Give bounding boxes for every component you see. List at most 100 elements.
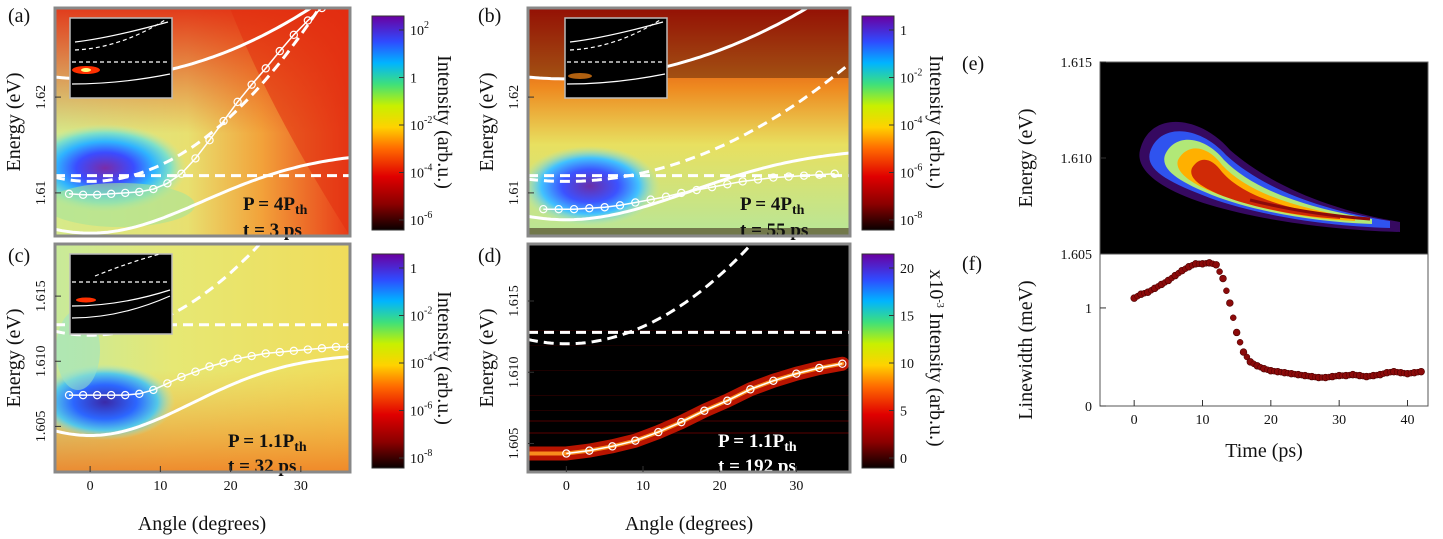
- lower-polariton-point: [646, 195, 655, 204]
- colorbar-tick-label: 1: [410, 72, 417, 87]
- lower-polariton-point: [753, 175, 763, 184]
- x-tick-label: 0: [87, 479, 94, 494]
- annotation-time: t = 3 ps: [243, 220, 302, 241]
- cavity-mode-curve: [55, 8, 322, 183]
- panel-e: 1.605 1.610 1.615 (e) Energy (eV): [962, 53, 1429, 263]
- panel-b-frame: [526, 6, 852, 238]
- panel-d-label: (d): [478, 245, 501, 267]
- panel-c-ylabel: Energy (eV): [3, 308, 25, 407]
- panel-e-heatmap: [1100, 62, 1428, 254]
- panel-b: P = 4Pth t = 55 ps 1.61 1.62 (b) Energy (…: [476, 5, 947, 241]
- lower-polariton-points: [64, 8, 327, 200]
- y-tick-label: 1.615: [507, 285, 522, 317]
- lower-polariton-point: [177, 372, 186, 382]
- lower-polariton-point: [746, 385, 755, 394]
- lower-polariton-point: [700, 406, 709, 415]
- colorbar-label: Intensity (arb.u.): [433, 55, 455, 189]
- panel-e-ylabel: Energy (eV): [1015, 108, 1037, 207]
- panel-d-frame: [526, 242, 852, 474]
- y-tick-label: 1.615: [34, 280, 49, 312]
- lower-polariton-points: [64, 342, 350, 400]
- lower-polariton-point: [815, 170, 824, 179]
- lower-polariton-point: [191, 367, 200, 376]
- panel-f-ylabel: Linewidth (meV): [1015, 280, 1037, 419]
- colorbar-ticks: 102 1 10-2 10-4 10-6: [399, 20, 432, 229]
- lower-polariton-point: [247, 351, 256, 361]
- lower-polariton-point: [233, 97, 242, 107]
- x-tick-label: 30: [789, 479, 803, 494]
- colorbar-label: Intensity (arb.u.): [433, 291, 455, 425]
- panel-c-y-ticks: 1.605 1.610 1.615: [34, 280, 61, 442]
- lower-polariton-point: [792, 369, 801, 378]
- panel-f-frame: [1099, 253, 1429, 407]
- lower-polariton-point: [331, 342, 341, 352]
- panel-d-x-ticks: 0 10 20 30: [563, 466, 803, 494]
- y-tick-label: 1.610: [507, 357, 522, 389]
- lower-polariton-point: [92, 190, 102, 200]
- annotation-time: t = 32 ps: [228, 456, 296, 477]
- cavity-mode-curve: [528, 62, 850, 183]
- lower-polariton-point: [585, 446, 594, 455]
- colorbar-tick-label: 10-4: [410, 353, 432, 372]
- panel-b-label: (b): [478, 5, 501, 27]
- y-tick-label: 1.605: [507, 428, 522, 460]
- y-tick-label: 1.605: [1061, 248, 1093, 263]
- lower-polariton-fit: [566, 362, 843, 455]
- linewidth-point: [1216, 268, 1223, 275]
- panel-c-frame: [53, 242, 352, 474]
- x-tick-label: 10: [153, 479, 167, 494]
- annotation-power: P = 1.1Pth: [228, 431, 307, 455]
- panel-f: 01 0 10 20 30 40 (f) Linewidth (meV) Time (p…: [962, 253, 1429, 462]
- panel-c-colorbar: 1 10-2 10-4 10-6 10-8 Intensity (arb.u.): [371, 253, 455, 469]
- lower-polariton-point: [289, 346, 299, 356]
- lower-polariton-point: [769, 173, 778, 182]
- colorbar-tick-label: 10: [900, 357, 914, 372]
- linewidth-point: [1232, 328, 1241, 337]
- colorbar-tick-label: 10-6: [410, 210, 432, 229]
- lower-polariton-point: [205, 362, 214, 371]
- linewidth-point: [1230, 314, 1237, 321]
- lower-polariton-point: [106, 189, 116, 199]
- lower-polariton-point: [121, 188, 130, 198]
- annotation-power: P = 4Pth: [243, 194, 308, 218]
- colorbar-tick-label: 10-2: [410, 115, 432, 134]
- lower-polariton-point: [615, 201, 625, 210]
- lower-polariton-point: [275, 347, 284, 357]
- colorbar-tick-label: 10-8: [900, 210, 922, 229]
- lower-polariton-point: [149, 184, 158, 194]
- panel-c-label: (c): [8, 245, 30, 267]
- panel-a-ylabel: Energy (eV): [3, 72, 25, 171]
- x-tick-label: 10: [636, 479, 650, 494]
- lower-polariton-point: [289, 30, 299, 40]
- panel-f-plot-area: [1100, 254, 1428, 406]
- lower-polariton-point: [261, 349, 270, 358]
- lower-polariton-point: [554, 204, 563, 214]
- panel-b-y-ticks: 1.61 1.62: [507, 85, 534, 205]
- lower-polariton-point: [539, 204, 548, 214]
- y-tick-label: 1.61: [34, 181, 49, 206]
- colorbar-tick-label: 1: [900, 24, 907, 39]
- panel-d-y-ticks: 1.605 1.610 1.615: [507, 285, 534, 459]
- x-tick-label: 0: [1131, 413, 1138, 428]
- linewidth-point: [1236, 339, 1244, 346]
- panel-a-inset: [69, 17, 173, 99]
- lower-polariton-point: [163, 179, 172, 188]
- colorbar-tick-label: 10-6: [900, 163, 922, 182]
- linewidth-point: [1417, 367, 1425, 376]
- y-tick-label: 1.610: [1061, 152, 1093, 167]
- lower-polariton-point: [661, 192, 671, 201]
- y-tick-label: 1.615: [1061, 56, 1093, 71]
- lower-polariton-point: [78, 190, 88, 200]
- lower-polariton-point: [692, 185, 701, 195]
- lower-polariton-point: [562, 449, 571, 458]
- linewidth-point: [1239, 348, 1248, 356]
- panel-b-colorbar: 1 10-2 10-4 10-6 10-8 Intensity (arb.u.): [861, 15, 947, 231]
- panel-f-xlabel: Time (ps): [1225, 440, 1303, 462]
- y-tick-label: 1.610: [34, 346, 49, 378]
- lower-polariton-point: [121, 390, 130, 400]
- y-tick-label: 1.62: [507, 85, 522, 110]
- x-tick-label: 30: [1332, 413, 1346, 428]
- colorbar-label: Intensity (arb.u.): [925, 55, 947, 189]
- annotation-time: t = 55 ps: [740, 220, 808, 241]
- lower-polariton-point: [78, 390, 88, 400]
